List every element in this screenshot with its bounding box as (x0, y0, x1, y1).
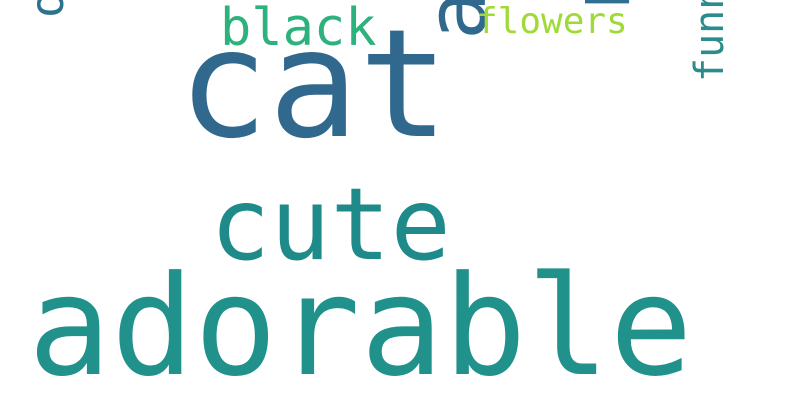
word-cat: cat (178, 0, 449, 172)
word-cute: cute (210, 166, 451, 283)
word-funny: funny (687, 0, 733, 82)
word-black: black (220, 0, 377, 58)
word-orange: orange (20, 0, 74, 18)
word-adorable: adorable (28, 246, 693, 400)
word-flowers: flowers (476, 1, 628, 42)
